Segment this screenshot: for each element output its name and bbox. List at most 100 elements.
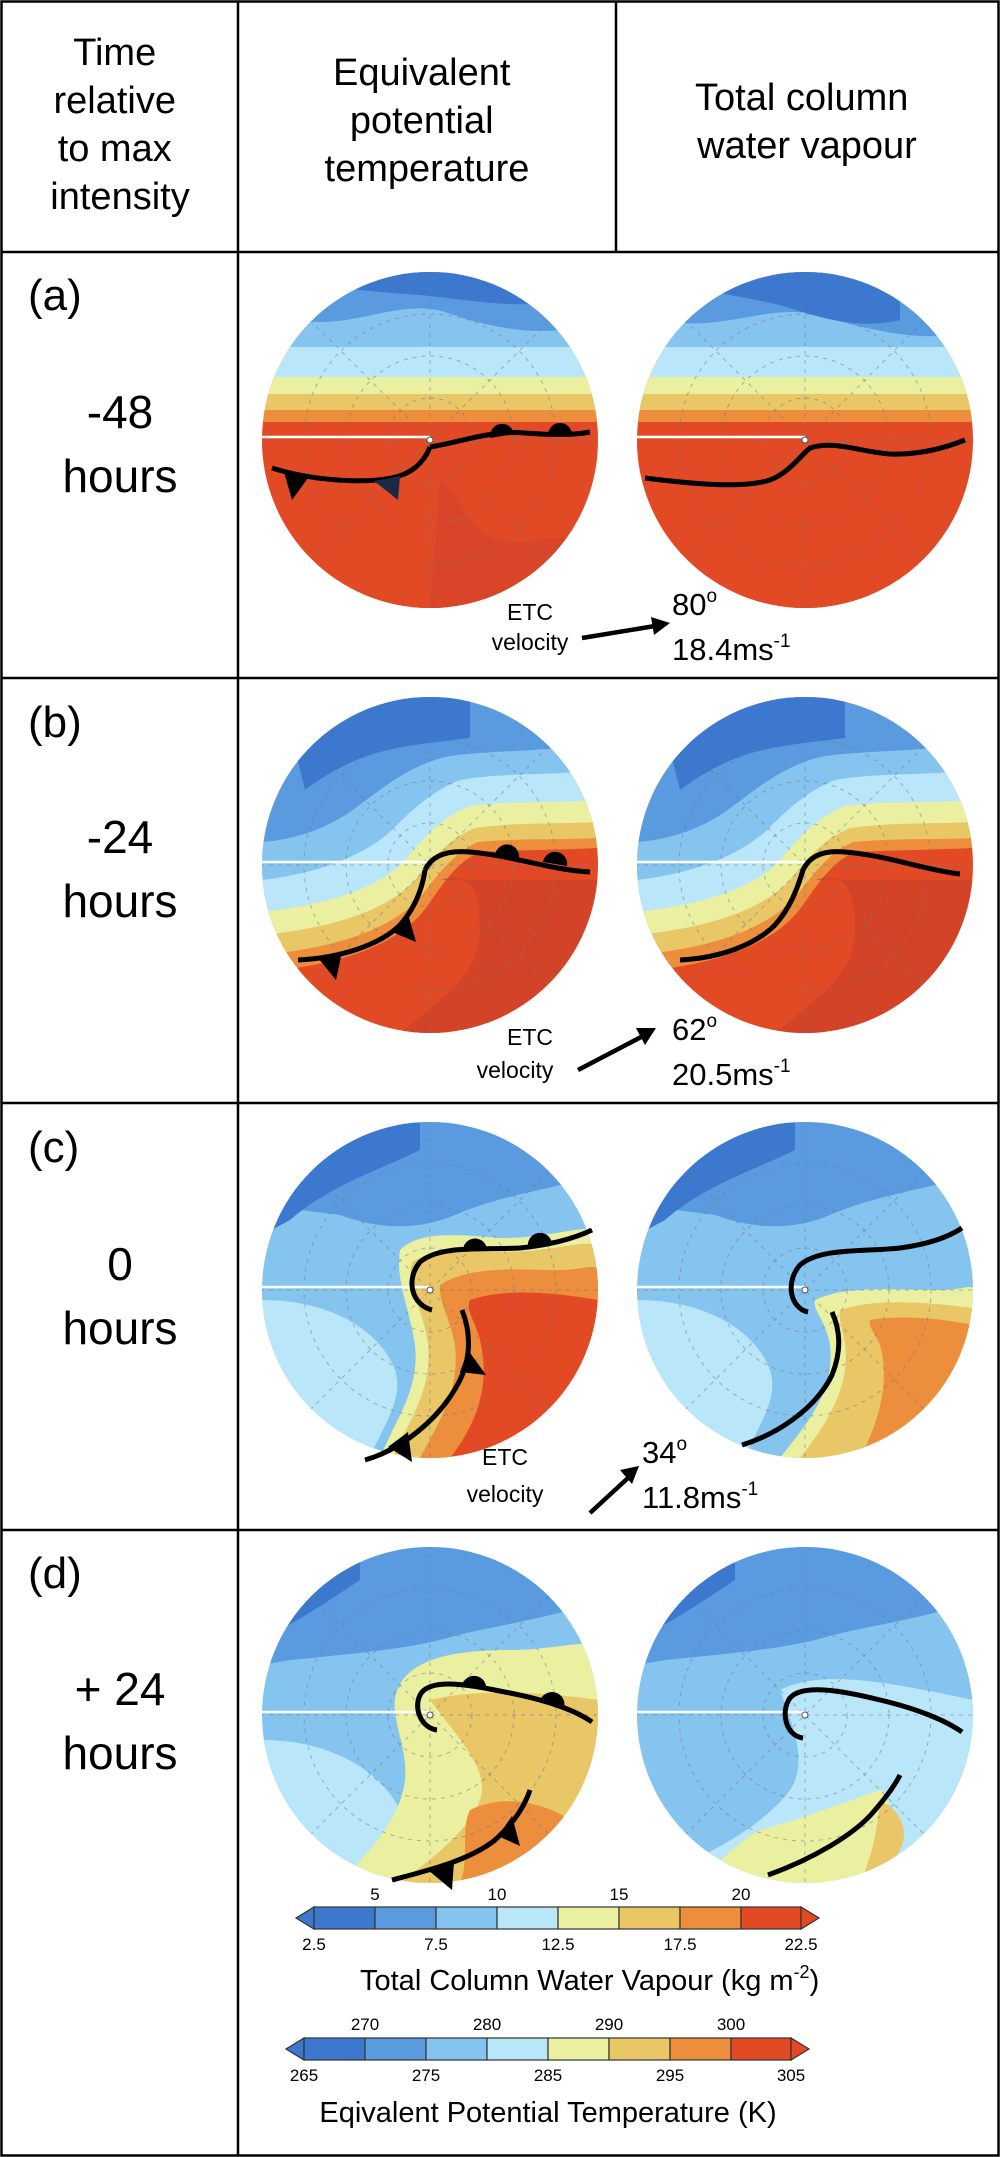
warm-front-marker xyxy=(527,1232,552,1247)
colorbar-segment xyxy=(303,2037,366,2061)
row-a: (a) -48 hours xyxy=(28,271,973,667)
colorbar-segment xyxy=(313,1906,376,1930)
velocity-speed: 11.8ms-1 xyxy=(642,1479,758,1515)
ept-colorbar-title: Eqivalent Potential Temperature (K) xyxy=(319,2097,776,2129)
row-label: (d) xyxy=(28,1549,82,1598)
ept-tick: 305 xyxy=(777,2066,805,2085)
row-label: (a) xyxy=(28,271,82,320)
ept-tick: 275 xyxy=(412,2066,440,2085)
ept-tick: 290 xyxy=(595,2015,623,2034)
velocity-arrowhead xyxy=(636,1028,656,1045)
row-time-unit: hours xyxy=(62,875,177,927)
tcwv-tick: 22.5 xyxy=(784,1935,817,1954)
velocity-direction: 62o xyxy=(672,1011,717,1047)
row-time: + 24 xyxy=(75,1663,166,1715)
warm-front-marker xyxy=(540,1692,565,1708)
row-b: (b) -24 hours xyxy=(28,697,973,1092)
colorbar-segment xyxy=(486,2037,549,2061)
header-time-line-1: Time xyxy=(73,32,156,74)
etc-velocity-label-1: ETC xyxy=(482,1444,528,1470)
ept-tick: 265 xyxy=(290,2066,318,2085)
etc-velocity-b: ETC velocity 62o 20.5ms-1 xyxy=(477,1011,791,1092)
colorbar-segment xyxy=(800,1905,821,1931)
warm-front-marker xyxy=(462,1675,487,1690)
velocity-direction: 80o xyxy=(672,586,717,622)
warm-front-marker xyxy=(495,844,520,858)
colorbar-segment xyxy=(547,2037,610,2061)
tcwv-colorbar-title: Total Column Water Vapour (kg m-2) xyxy=(360,1962,819,1997)
ept-tick: 295 xyxy=(656,2066,684,2085)
ept-tick: 300 xyxy=(717,2015,745,2034)
row-label: (c) xyxy=(28,1123,79,1172)
header-ept-column: Equivalent potential temperature xyxy=(325,52,530,190)
row-time: -48 xyxy=(87,386,153,438)
cold-front-marker xyxy=(460,1350,486,1375)
etc-velocity-label-2: velocity xyxy=(492,629,569,655)
tcwv-front-line xyxy=(782,1687,964,1741)
colorbar-segment xyxy=(679,1906,742,1930)
ept-map-b xyxy=(262,697,598,1033)
row-time: -24 xyxy=(87,811,153,863)
header-ept-line-2: potential xyxy=(350,100,494,142)
warm-front xyxy=(409,1227,594,1313)
cold-front xyxy=(391,1789,533,1883)
header-tcwv-line-2: water vapour xyxy=(696,125,917,167)
header-ept-line-1: Equivalent xyxy=(333,52,511,94)
velocity-arrowhead xyxy=(620,1466,639,1484)
header-ept-line-3: temperature xyxy=(325,148,530,190)
ept-map-a xyxy=(262,272,598,608)
colorbar-segment xyxy=(618,1906,681,1930)
ept-colorbar: 270 280 290 300 265 275 285 295 305 Eqiv… xyxy=(284,2015,811,2129)
row-label: (b) xyxy=(28,698,82,747)
cold-front-marker xyxy=(498,1816,520,1846)
ept-map-d xyxy=(262,1547,598,1890)
colorbar-segment xyxy=(284,2036,305,2062)
tcwv-map-c xyxy=(637,1122,973,1458)
cold-front-marker xyxy=(428,1862,454,1890)
etc-velocity-label-2: velocity xyxy=(477,1057,554,1083)
warm-front-marker xyxy=(462,1238,487,1251)
colorbar-segment xyxy=(608,2037,671,2061)
colorbar-segment xyxy=(669,2037,732,2061)
colorbar-segment xyxy=(435,1906,498,1930)
tcwv-map-b xyxy=(637,697,973,1033)
row-c: (c) 0 hours xyxy=(28,1122,973,1515)
velocity-arrow xyxy=(581,623,656,641)
header-time-line-3: to max xyxy=(58,128,172,170)
velocity-direction: 34o xyxy=(642,1434,687,1470)
colorbar-segment xyxy=(294,1905,315,1931)
tcwv-front-line xyxy=(767,1773,903,1878)
header-time-column: Time relative to max intensity xyxy=(50,32,189,218)
warm-front-marker xyxy=(489,423,514,438)
row-d: (d) + 24 hours xyxy=(28,1547,973,2129)
row-time: 0 xyxy=(107,1238,133,1290)
header-time-line-4: intensity xyxy=(50,176,189,218)
velocity-arrow xyxy=(576,1034,645,1072)
ept-map-c xyxy=(262,1122,598,1463)
velocity-arrowhead xyxy=(651,617,670,635)
etc-velocity-label-1: ETC xyxy=(507,1024,553,1050)
velocity-speed: 18.4ms-1 xyxy=(672,631,791,667)
warm-front xyxy=(422,849,591,875)
colorbar-segment xyxy=(740,1906,802,1930)
etc-velocity-c: ETC velocity 34o 11.8ms-1 xyxy=(467,1434,759,1515)
tcwv-tick: 17.5 xyxy=(663,1935,696,1954)
cold-front-marker xyxy=(392,914,416,942)
tcwv-front-line xyxy=(679,849,961,963)
ept-tick: 270 xyxy=(351,2015,379,2034)
warm-front-marker xyxy=(547,422,572,436)
warm-front-marker xyxy=(543,851,568,866)
colorbar-segment xyxy=(364,2037,427,2061)
tcwv-map-a xyxy=(637,272,973,608)
colorbar-segment xyxy=(730,2037,792,2061)
ept-tick: 285 xyxy=(534,2066,562,2085)
row-time-unit: hours xyxy=(62,1302,177,1354)
colorbar-segment xyxy=(790,2036,811,2062)
velocity-arrow xyxy=(588,1476,630,1515)
tcwv-tick: 15 xyxy=(610,1885,629,1904)
tcwv-front-line xyxy=(644,437,966,488)
header-tcwv-line-1: Total column xyxy=(695,77,908,119)
colorbar-segment xyxy=(374,1906,437,1930)
colorbar-segment xyxy=(425,2037,488,2061)
